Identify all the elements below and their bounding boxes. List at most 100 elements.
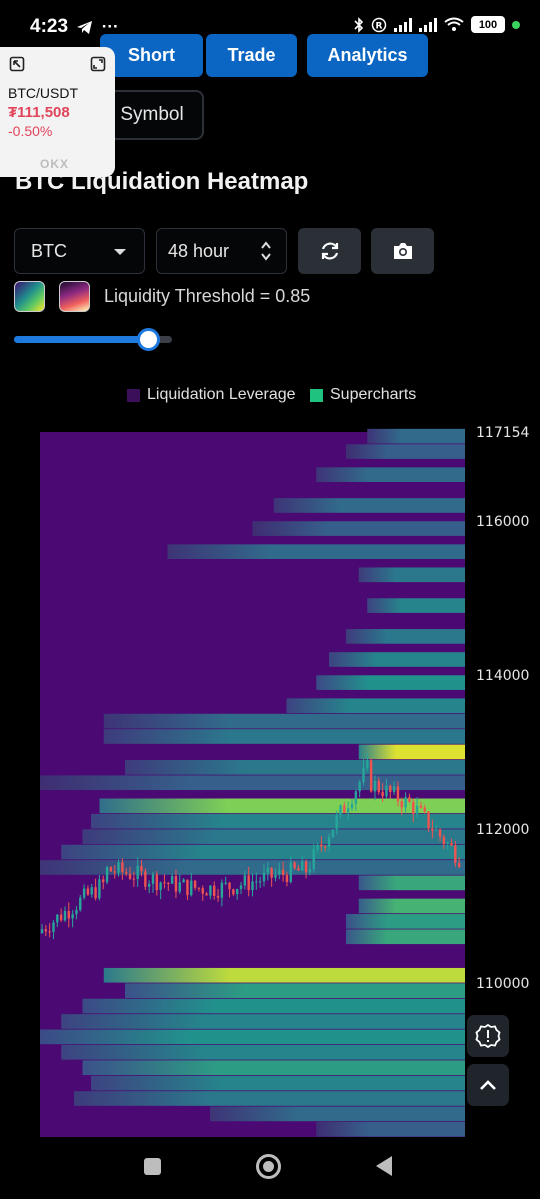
candle-body (274, 874, 277, 878)
candle-body (258, 881, 262, 883)
candle-body (105, 867, 109, 883)
candle-body (247, 875, 250, 891)
heat-band (252, 521, 465, 536)
widget-change: -0.50% (8, 123, 53, 139)
candle-body (404, 797, 407, 808)
y-axis-tick-label: 116000 (476, 514, 529, 530)
scroll-top-button[interactable] (467, 1064, 509, 1106)
candle-body (125, 872, 128, 874)
tab-short[interactable]: Short (100, 34, 203, 77)
candle-body (67, 911, 70, 919)
legend-label: Liquidation Leverage (147, 386, 296, 403)
candle-body (151, 874, 155, 884)
refresh-icon (321, 242, 338, 260)
candle-body (79, 897, 82, 911)
candle-body (56, 914, 59, 923)
candle-body (75, 910, 78, 915)
candle-body (90, 887, 93, 895)
battery-icon: 100 (471, 16, 505, 33)
threshold-slider[interactable] (14, 326, 172, 354)
more-dots-icon: ··· (101, 17, 119, 36)
candle-body (98, 879, 101, 899)
candle-body (324, 846, 327, 848)
wifi-icon (444, 17, 464, 31)
candle-body (201, 888, 204, 894)
symbol-button[interactable]: Symbol (100, 90, 204, 140)
candle-body (251, 881, 254, 891)
okx-price-widget[interactable]: BTC/USDT ₮111,508 -0.50% OKX (0, 47, 115, 177)
candle-body (366, 760, 369, 768)
candle-body (197, 887, 201, 889)
candle-body (40, 929, 44, 933)
candle-body (205, 893, 208, 896)
candle-body (377, 780, 380, 792)
colormap-viridis-swatch[interactable] (14, 281, 45, 312)
candle-body (289, 862, 292, 883)
heat-band (61, 844, 465, 860)
pip-exit-icon[interactable] (9, 56, 25, 72)
privacy-dot-icon (512, 20, 520, 29)
candle-body (442, 836, 446, 845)
heat-band (40, 860, 465, 875)
candle-body (285, 874, 289, 883)
heat-band (286, 698, 465, 714)
period-select-value: 48 hour (168, 240, 230, 261)
refresh-button[interactable] (298, 228, 361, 274)
heat-band (82, 1060, 465, 1076)
candle-body (312, 849, 315, 870)
candle-body (102, 879, 105, 883)
settings-button[interactable] (467, 1015, 509, 1057)
candle-body (190, 880, 193, 896)
legend-item-supercharts[interactable]: Supercharts (310, 386, 416, 404)
tab-trade[interactable]: Trade (206, 34, 297, 77)
period-select[interactable]: 48 hour (156, 228, 287, 274)
telegram-icon (77, 21, 92, 35)
slider-thumb[interactable] (136, 328, 160, 351)
recents-icon[interactable] (144, 1158, 161, 1175)
camera-button[interactable] (371, 228, 434, 274)
candle-body (121, 862, 124, 873)
candle-body (209, 885, 212, 896)
updown-chevron-icon (261, 241, 271, 261)
candle-body (86, 888, 90, 895)
back-icon[interactable] (376, 1156, 392, 1176)
candle-body (335, 814, 338, 830)
coin-select[interactable]: BTC (14, 228, 145, 274)
heat-band (91, 1075, 465, 1091)
heat-band (103, 729, 465, 744)
candle-body (167, 883, 170, 885)
heat-band (103, 713, 465, 729)
heat-band (367, 428, 465, 444)
svg-text:R: R (376, 21, 383, 31)
candle-body (381, 791, 384, 797)
candle-body (331, 829, 335, 838)
legend-swatch (127, 388, 140, 402)
colormap-magma-swatch[interactable] (59, 281, 90, 312)
candle-body (232, 889, 235, 895)
threshold-label: Liquidity Threshold = 0.85 (104, 286, 311, 306)
y-axis-tick-label: 114000 (476, 668, 529, 684)
candle-body (346, 808, 350, 813)
heat-band (346, 629, 465, 644)
candle-body (304, 861, 308, 873)
widget-price: ₮111,508 (8, 104, 70, 121)
heat-band (82, 829, 465, 844)
home-icon[interactable] (256, 1154, 281, 1179)
liquidation-heatmap[interactable]: 117154 116000 114000 112000 110000 (0, 420, 540, 1140)
tab-analytics[interactable]: Analytics (307, 34, 428, 77)
y-axis-tick-label: 117154 (476, 425, 530, 441)
candle-body (255, 881, 258, 883)
chevron-up-icon (480, 1080, 496, 1090)
candle-body (457, 862, 461, 868)
expand-icon[interactable] (90, 56, 106, 72)
heat-band (40, 775, 465, 791)
status-left-icons: ··· (76, 17, 119, 37)
legend-item-liquidation[interactable]: Liquidation Leverage (127, 386, 296, 404)
candle-body (178, 882, 181, 892)
signal-icon (419, 17, 437, 32)
legend-label: Supercharts (330, 386, 417, 403)
heat-band (103, 967, 465, 983)
heat-band (358, 898, 465, 914)
settings-alert-icon (475, 1023, 501, 1049)
candle-body (182, 879, 185, 883)
